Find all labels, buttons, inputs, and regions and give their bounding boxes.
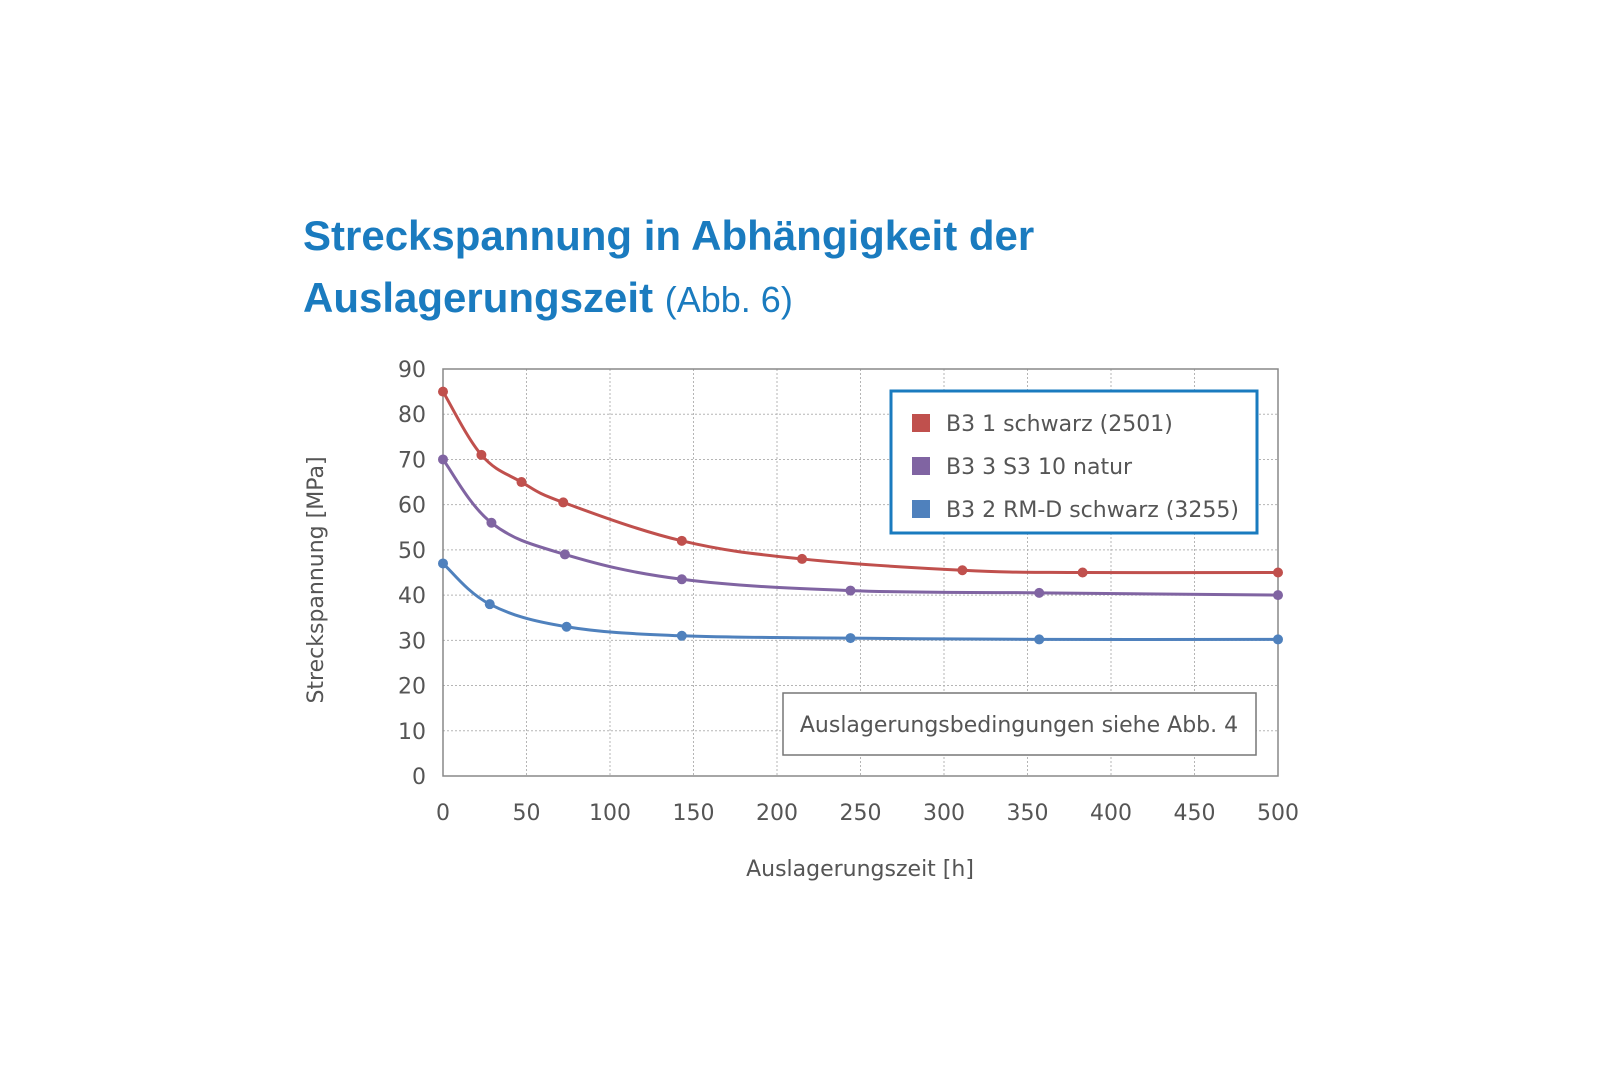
title-line-1: Streckspannung in Abhängigkeit der [303,212,1035,259]
legend-items: B3 1 schwarz (2501) B3 3 S3 10 natur B3 2 … [912,412,1239,523]
data-point [1273,567,1283,578]
series-1 [438,386,1283,578]
data-point [438,454,448,465]
chart-title: Streckspannung in Abhängigkeit der Ausla… [303,205,1034,331]
data-point [558,497,569,508]
series-2 [438,454,1283,601]
data-point [1273,590,1283,601]
data-point [1034,587,1045,598]
y-tick-label: 60 [398,494,426,519]
data-point [559,549,570,560]
y-tick-label: 30 [398,629,426,654]
data-point [484,599,495,610]
y-tick-label: 10 [398,720,426,745]
y-tick-label: 50 [398,539,426,564]
series-line [441,458,1279,597]
data-point [845,633,856,644]
series-line [441,562,1279,642]
x-tick-label: 500 [1257,801,1299,826]
title-line-2: Auslagerungszeit (Abb. 6) [303,267,1034,331]
annotation-frame [782,692,1257,756]
title-main: Auslagerungszeit [303,274,654,321]
x-tick-label: 200 [756,801,798,826]
y-tick-label: 0 [412,765,426,790]
title-suffix: (Abb. 6) [664,279,793,320]
data-point [1273,634,1283,645]
y-tick-label: 90 [398,358,426,383]
legend: B3 1 schwarz (2501) B3 3 S3 10 natur B3 2 … [889,389,1259,535]
legend-label: B3 1 schwarz (2501) [946,412,1173,437]
y-tick-label: 20 [398,675,426,700]
y-tick-label: 70 [398,448,426,473]
data-point [676,535,687,546]
x-tick-labels: 0 50 100 150 200 250 300 350 400 450 500 [436,801,1299,826]
data-point [476,449,487,460]
x-tick-label: 150 [673,801,715,826]
x-tick-label: 50 [513,801,541,826]
legend-frame [889,389,1259,535]
x-tick-label: 300 [923,801,965,826]
legend-swatch [912,414,930,432]
x-tick-label: 0 [436,801,450,826]
y-tick-labels: 0 10 20 30 40 50 60 70 80 90 [398,358,426,790]
data-point [676,630,687,641]
y-tick-label: 40 [398,584,426,609]
x-tick-label: 350 [1007,801,1049,826]
y-axis-label: Streckspannung [MPa] [304,456,329,703]
legend-label: B3 3 S3 10 natur [946,455,1133,480]
data-point [957,565,968,576]
data-point [438,386,448,397]
legend-swatch [912,500,930,518]
series-group [438,386,1283,645]
y-tick-label: 80 [398,403,426,428]
legend-swatch [912,457,930,475]
data-point [676,574,687,585]
data-point [516,477,527,488]
annotation-box: Auslagerungsbedingungen siehe Abb. 4 [782,692,1257,756]
data-point [561,621,572,632]
annotation-text: Auslagerungsbedingungen siehe Abb. 4 [800,713,1238,738]
x-tick-label: 400 [1090,801,1132,826]
data-point [797,553,808,564]
x-tick-label: 450 [1174,801,1216,826]
data-point [1077,567,1088,578]
x-tick-label: 250 [840,801,882,826]
data-point [438,558,448,569]
series-3 [438,558,1283,645]
x-axis-label: Auslagerungszeit [h] [746,857,974,882]
data-point [486,517,497,528]
legend-label: B3 2 RM-D schwarz (3255) [946,498,1239,523]
x-tick-label: 100 [589,801,631,826]
data-point [845,585,856,596]
data-point [1034,634,1045,645]
